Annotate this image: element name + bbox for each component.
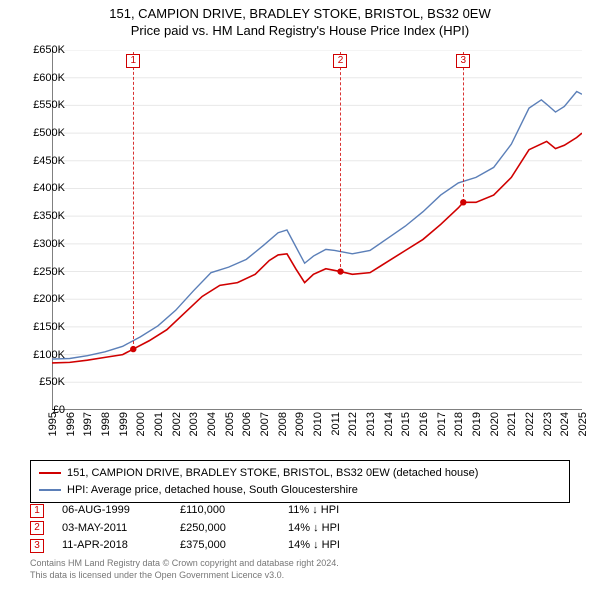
event-price-3: £375,000	[180, 537, 270, 555]
marker-dropline-3	[463, 52, 464, 202]
x-tick-label: 1996	[65, 412, 77, 436]
event-delta-2: 14% ↓ HPI	[288, 520, 378, 538]
footer-line-2: This data is licensed under the Open Gov…	[30, 570, 339, 582]
event-marker-2: 2	[30, 521, 44, 535]
y-tick-label: £550K	[17, 99, 65, 111]
title-block: 151, CAMPION DRIVE, BRADLEY STOKE, BRIST…	[0, 0, 600, 40]
event-date-3: 11-APR-2018	[62, 537, 162, 555]
x-tick-label: 2010	[312, 412, 324, 436]
chart-container: 151, CAMPION DRIVE, BRADLEY STOKE, BRIST…	[0, 0, 600, 590]
x-tick-label: 2022	[524, 412, 536, 436]
x-tick-label: 2018	[453, 412, 465, 436]
x-tick-label: 2007	[259, 412, 271, 436]
event-row-2: 2 03-MAY-2011 £250,000 14% ↓ HPI	[30, 520, 378, 538]
y-tick-label: £500K	[17, 127, 65, 139]
x-tick-label: 1999	[118, 412, 130, 436]
x-tick-label: 2002	[171, 412, 183, 436]
legend-row-price: 151, CAMPION DRIVE, BRADLEY STOKE, BRIST…	[39, 465, 561, 482]
x-tick-label: 2015	[400, 412, 412, 436]
y-tick-label: £150K	[17, 321, 65, 333]
marker-dropline-2	[340, 52, 341, 272]
x-tick-label: 2024	[559, 412, 571, 436]
footer-line-1: Contains HM Land Registry data © Crown c…	[30, 558, 339, 570]
x-tick-label: 1998	[100, 412, 112, 436]
event-row-1: 1 06-AUG-1999 £110,000 11% ↓ HPI	[30, 502, 378, 520]
event-delta-3: 14% ↓ HPI	[288, 537, 378, 555]
chart-svg	[52, 50, 582, 410]
x-tick-label: 2020	[489, 412, 501, 436]
x-tick-label: 2016	[418, 412, 430, 436]
event-row-3: 3 11-APR-2018 £375,000 14% ↓ HPI	[30, 537, 378, 555]
x-tick-label: 2001	[153, 412, 165, 436]
x-tick-label: 2014	[383, 412, 395, 436]
footer: Contains HM Land Registry data © Crown c…	[30, 558, 339, 581]
y-tick-label: £650K	[17, 44, 65, 56]
y-tick-label: £450K	[17, 155, 65, 167]
marker-box-3: 3	[456, 54, 470, 68]
events-box: 1 06-AUG-1999 £110,000 11% ↓ HPI 2 03-MA…	[30, 502, 378, 555]
event-delta-1: 11% ↓ HPI	[288, 502, 378, 520]
y-tick-label: £350K	[17, 210, 65, 222]
legend-row-hpi: HPI: Average price, detached house, Sout…	[39, 482, 561, 499]
event-marker-1: 1	[30, 504, 44, 518]
x-tick-label: 2006	[241, 412, 253, 436]
event-price-2: £250,000	[180, 520, 270, 538]
x-tick-label: 2009	[294, 412, 306, 436]
x-tick-label: 2013	[365, 412, 377, 436]
legend-label-hpi: HPI: Average price, detached house, Sout…	[67, 482, 358, 499]
marker-box-1: 1	[126, 54, 140, 68]
x-tick-label: 2004	[206, 412, 218, 436]
x-tick-label: 2011	[330, 412, 342, 436]
x-tick-label: 2005	[224, 412, 236, 436]
x-tick-label: 1997	[82, 412, 94, 436]
x-tick-label: 1995	[47, 412, 59, 436]
legend-box: 151, CAMPION DRIVE, BRADLEY STOKE, BRIST…	[30, 460, 570, 503]
legend-swatch-price	[39, 472, 61, 474]
chart-area	[52, 50, 582, 410]
y-tick-label: £50K	[17, 376, 65, 388]
x-tick-label: 2008	[277, 412, 289, 436]
x-tick-label: 2012	[347, 412, 359, 436]
event-date-2: 03-MAY-2011	[62, 520, 162, 538]
x-tick-label: 2025	[577, 412, 589, 436]
x-tick-label: 2019	[471, 412, 483, 436]
y-tick-label: £600K	[17, 72, 65, 84]
legend-label-price: 151, CAMPION DRIVE, BRADLEY STOKE, BRIST…	[67, 465, 478, 482]
event-date-1: 06-AUG-1999	[62, 502, 162, 520]
marker-box-2: 2	[333, 54, 347, 68]
y-tick-label: £200K	[17, 293, 65, 305]
legend-swatch-hpi	[39, 489, 61, 491]
y-tick-label: £250K	[17, 266, 65, 278]
x-tick-label: 2000	[135, 412, 147, 436]
x-tick-label: 2017	[436, 412, 448, 436]
y-tick-label: £400K	[17, 182, 65, 194]
x-tick-label: 2023	[542, 412, 554, 436]
y-tick-label: £100K	[17, 349, 65, 361]
x-tick-label: 2021	[506, 412, 518, 436]
title-subtitle: Price paid vs. HM Land Registry's House …	[0, 23, 600, 40]
marker-dropline-1	[133, 52, 134, 349]
event-marker-3: 3	[30, 539, 44, 553]
title-address: 151, CAMPION DRIVE, BRADLEY STOKE, BRIST…	[0, 6, 600, 23]
event-price-1: £110,000	[180, 502, 270, 520]
x-tick-label: 2003	[188, 412, 200, 436]
y-tick-label: £300K	[17, 238, 65, 250]
